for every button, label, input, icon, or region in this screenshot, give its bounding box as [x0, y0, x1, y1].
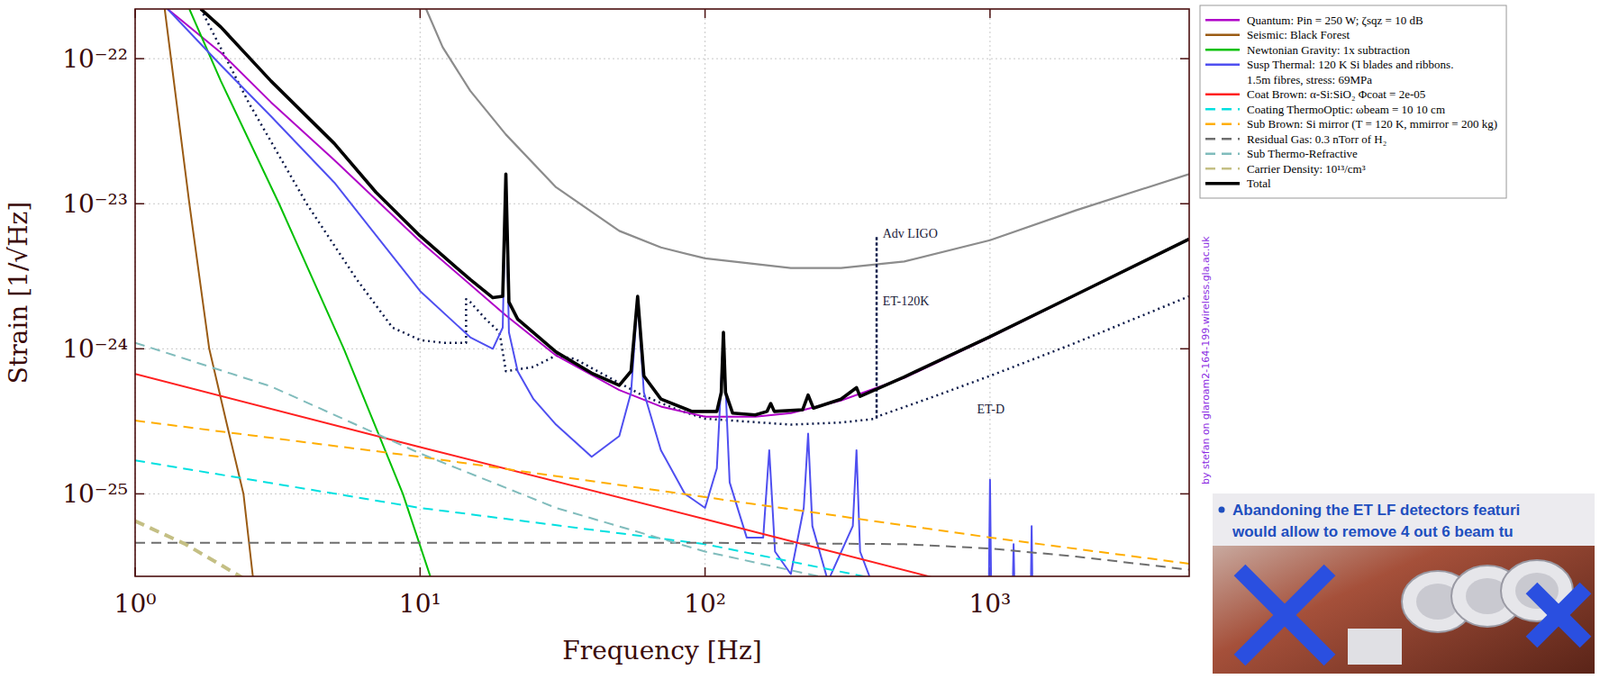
- curves: [135, 9, 1190, 577]
- y-tick-label: 10⁻²³: [62, 189, 128, 219]
- tick-mark: [419, 567, 422, 577]
- annotation: ET-120K: [882, 294, 930, 309]
- tick-mark: [704, 9, 707, 19]
- plot-frame: [135, 9, 1190, 577]
- tick-mark: [135, 202, 145, 205]
- grid-line: [419, 9, 421, 577]
- legend-label: Sub Brown: Si mirror (T = 120 K, mmirror…: [1246, 117, 1498, 131]
- tick-mark: [1180, 57, 1190, 60]
- legend-label: Susp Thermal: 120 K Si blades and ribbon…: [1246, 57, 1454, 87]
- grid-line: [135, 493, 1190, 495]
- curve: [426, 9, 1190, 269]
- legend: Quantum: Pin = 250 W; ζsqz = 10 dBSeismi…: [1200, 5, 1507, 199]
- x-tick-label: 10³: [968, 589, 1011, 619]
- curve: [189, 9, 432, 577]
- legend-box: [1200, 5, 1507, 199]
- tick-mark: [135, 57, 145, 60]
- y-tick-label: 10⁻²²: [62, 44, 128, 74]
- curve: [135, 521, 249, 577]
- legend-swatch: [1205, 123, 1240, 127]
- annotation: ET-D: [976, 402, 1005, 417]
- tick-mark: [1180, 348, 1190, 351]
- tick-mark: [419, 9, 422, 19]
- y-tick-label: 10⁻²⁴: [62, 334, 128, 364]
- overlay-text: Abandoning the ET LF detectors featuri: [1232, 501, 1520, 519]
- legend-label: Sub Thermo-Refractive: [1246, 146, 1358, 161]
- grid: [135, 9, 1190, 577]
- legend-swatch: [1205, 137, 1240, 141]
- curve: [200, 9, 1190, 416]
- legend-swatch: [1205, 167, 1240, 171]
- stairs: [1347, 628, 1402, 665]
- legend-swatch: [1205, 48, 1240, 52]
- grid-line: [135, 203, 1190, 205]
- legend-label-line: Susp Thermal: 120 K Si blades and ribbon…: [1246, 57, 1454, 72]
- y-tick-label: 10⁻²⁵: [62, 479, 128, 510]
- cross: [1531, 588, 1586, 643]
- legend-swatch: [1205, 93, 1240, 97]
- curve: [164, 9, 254, 577]
- bullet: [1218, 507, 1226, 514]
- x-axis-title: Frequency [Hz]: [562, 636, 762, 666]
- legend-label: Newtonian Gravity: 1x subtraction: [1246, 43, 1410, 57]
- text-band: [1212, 493, 1595, 546]
- slide-overlay: Abandoning the ET LF detectors featuri wo…: [1212, 493, 1595, 674]
- legend-label: Coat Brown: α-Si:SiO₂ Φcoat = 2e-05: [1246, 87, 1426, 101]
- legend-label: Carrier Density: 10¹³/cm³: [1246, 162, 1366, 176]
- legend-swatch: [1205, 18, 1240, 22]
- x-tick-label: 10⁰: [114, 589, 157, 619]
- photo: [1212, 493, 1595, 674]
- tick-mark: [135, 493, 145, 496]
- tick-mark: [1180, 493, 1190, 496]
- tick-mark: [989, 9, 991, 19]
- legend-swatch: [1205, 63, 1240, 67]
- legend-label: Residual Gas: 0.3 nTorr of H₂: [1246, 132, 1387, 146]
- legend-label: Quantum: Pin = 250 W; ζsqz = 10 dB: [1246, 13, 1424, 28]
- legend-label: Coating ThermoOptic: ωbeam = 10 10 cm: [1246, 102, 1446, 117]
- tick-mark: [704, 567, 707, 577]
- annotation: Adv LIGO: [882, 227, 938, 241]
- legend-label: Seismic: Black Forest: [1246, 27, 1350, 42]
- chart: 10⁰ 10¹ 10² 10³ 10⁻²⁵ 10⁻²⁴ 10⁻²³ 10⁻²² Frequenc…: [0, 0, 1600, 679]
- grid-line: [135, 348, 1190, 350]
- cross: [1531, 588, 1586, 643]
- tick-mark: [135, 348, 145, 351]
- overlay-text: would allow to remove 4 out 6 beam tu: [1231, 523, 1514, 541]
- legend-label: Total: [1246, 176, 1272, 191]
- legend-swatch: [1205, 108, 1240, 111]
- y-axis-title: Strain [1/√Hz]: [3, 201, 34, 385]
- legend-label-line: 1.5m fibres, stress: 69MPa: [1246, 72, 1373, 87]
- curve: [135, 373, 991, 577]
- legend-swatch: [1205, 34, 1240, 37]
- curve: [167, 9, 1076, 577]
- legend-swatch: [1205, 153, 1240, 156]
- x-tick-label: 10²: [683, 589, 727, 619]
- watermark: by stefan on glaroam2-164-199.wireless.g…: [1200, 236, 1212, 485]
- curve: [135, 343, 842, 577]
- plot-area: [135, 9, 1190, 577]
- cross: [1239, 570, 1330, 661]
- curve: [135, 543, 1190, 571]
- cross: [1239, 570, 1330, 661]
- grid-line: [704, 9, 706, 577]
- curve: [167, 9, 1190, 418]
- x-tick-label: 10¹: [399, 589, 442, 619]
- grid-line: [135, 58, 1190, 60]
- tick-mark: [1180, 202, 1190, 205]
- legend-swatch: [1205, 181, 1240, 186]
